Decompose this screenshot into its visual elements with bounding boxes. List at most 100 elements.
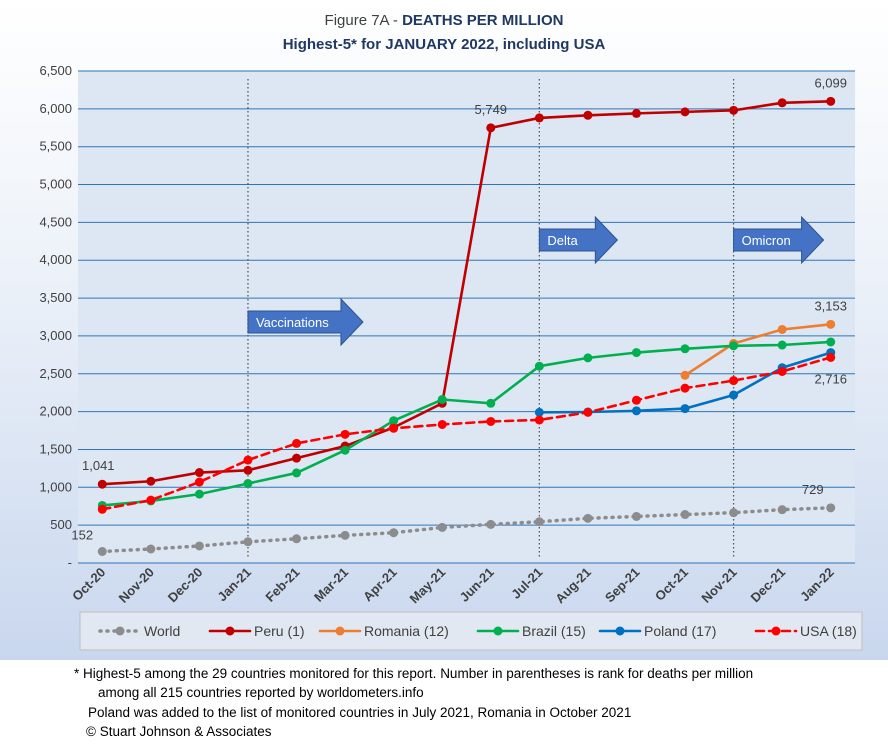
legend-entry: Peru (1) [254,623,305,639]
legend-entry: Brazil (15) [522,623,586,639]
data-point [486,519,496,529]
data-point [437,395,447,405]
x-tick-label: Jun-21 [457,565,497,605]
data-point [729,341,739,351]
data-point [243,537,253,547]
x-tick-label: Oct-21 [652,565,691,604]
data-point [583,353,593,363]
x-tick-label: Feb-21 [262,565,302,605]
y-tick-label: 3,500 [39,290,72,305]
data-label: 729 [802,482,824,497]
data-point [97,546,107,556]
footnote-line-1: * Highest-5 among the 29 countries monit… [74,666,754,681]
legend-entry: World [144,623,180,639]
legend-swatch-marker [615,626,625,636]
x-tick-label: Dec-20 [165,565,206,606]
data-label: 1,041 [82,458,115,473]
legend-swatch-marker [115,626,125,636]
annotation-label: Omicron [742,233,791,248]
annotation-arrow-omicron [733,215,825,265]
series-line-5 [100,356,833,511]
legend-entry: USA (18) [800,623,857,639]
data-point [583,407,593,417]
data-point [631,406,641,416]
data-point [534,517,544,527]
data-point [534,407,544,417]
x-tick-label: Sep-21 [602,565,643,606]
legend-swatch-marker [771,626,781,636]
data-point [146,544,156,554]
footnote-line-2: among all 215 countries reported by worl… [98,685,424,700]
chart-title-normal: Figure 7A - [325,12,403,29]
x-tick-label: Aug-21 [552,565,594,607]
plot-area: - 500 1,000 1,500 2,000 2,500 3,000 3,500 4,000 4… [39,63,855,606]
data-point [534,415,544,425]
legend-entry: Romania (12) [364,623,449,639]
data-point [340,429,350,439]
series-line-0 [100,506,833,554]
y-tick-label: 2,500 [39,366,72,381]
line-chart: Figure 7A - DEATHS PER MILLION Highest-5… [39,12,863,651]
data-point [534,113,544,123]
legend-entry: Poland (17) [644,623,716,639]
data-point [631,395,641,405]
legend-swatch-marker [493,626,503,636]
data-point [729,508,739,518]
data-point [729,390,739,400]
data-point [631,108,641,118]
data-point [680,383,690,393]
data-point [292,453,302,463]
series-line-1 [100,100,833,486]
data-point [340,530,350,540]
chart-title-bold: DEATHS PER MILLION [402,12,563,29]
y-tick-label: 500 [50,517,72,532]
footnote-line-3: Poland was added to the list of monitore… [88,705,632,720]
annotation-arrow-delta [538,215,619,265]
chart-title: Figure 7A - DEATHS PER MILLION [325,12,564,29]
data-label: 5,749 [475,102,508,117]
data-point [680,510,690,520]
data-point [680,107,690,117]
data-point [486,416,496,426]
y-tick-label: 4,500 [39,214,72,229]
y-tick-label: 4,000 [39,252,72,267]
data-point [340,445,350,455]
data-point [631,511,641,521]
data-point [777,324,787,334]
data-point [826,319,836,329]
data-point [777,505,787,515]
chart-subtitle: Highest-5* for JANUARY 2022, including U… [283,36,606,53]
data-point [194,468,204,478]
x-tick-label: Nov-21 [698,565,739,606]
data-point [777,366,787,376]
data-point [680,404,690,414]
y-tick-label: 1,500 [39,441,72,456]
y-tick-label: - [68,555,72,570]
data-point [292,438,302,448]
series-line-2 [683,323,833,377]
footnotes: * Highest-5 among the 29 countries monit… [0,662,888,746]
data-point [292,468,302,478]
data-point [389,423,399,433]
y-tick-label: 3,000 [39,328,72,343]
x-tick-label: Mar-21 [311,565,351,605]
data-point [826,503,836,513]
plot-background [78,71,855,563]
data-point [486,123,496,133]
data-point [777,98,787,108]
data-point [389,416,399,426]
data-point [146,476,156,486]
x-tick-label: Apr-21 [360,565,400,605]
legend-swatch-marker [335,626,345,636]
data-label: 3,153 [814,298,847,313]
data-point [389,528,399,538]
legend-box [79,611,863,651]
data-point [631,348,641,358]
x-tick-label: May-21 [407,565,449,607]
data-point [680,344,690,354]
y-tick-label: 5,500 [39,139,72,154]
annotation-label: Vaccinations [256,315,329,330]
data-point [194,541,204,551]
data-point [146,495,156,505]
data-label: 6,099 [814,75,847,90]
